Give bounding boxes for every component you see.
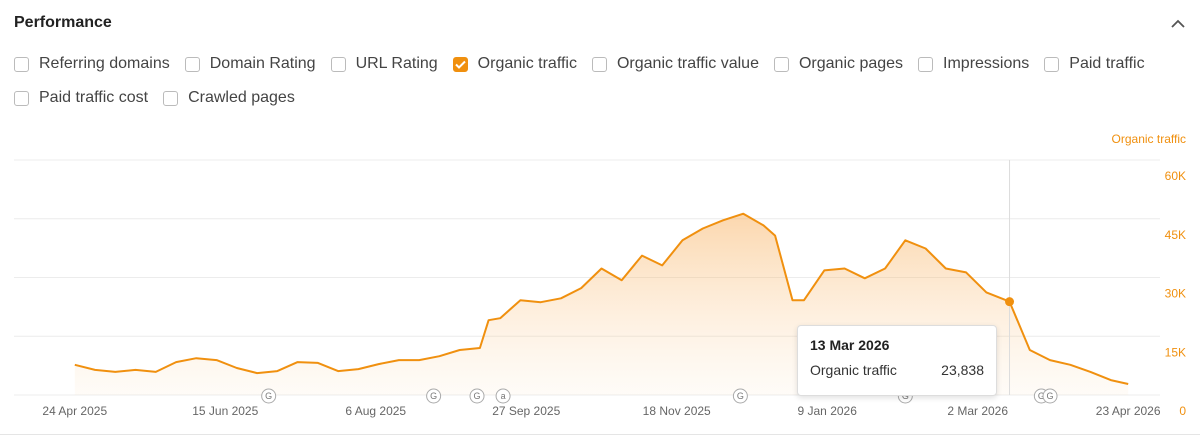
y-tick-label: 45K [1165,228,1186,242]
checkbox-box[interactable] [591,56,607,72]
x-tick-label: 9 Jan 2026 [798,404,858,418]
x-tick-label: 27 Sep 2025 [492,404,560,418]
tooltip-value: 23,838 [941,362,984,378]
checkbox-label: Organic traffic [477,55,577,72]
event-marker [261,388,277,404]
checkbox[interactable]: Organic pages [773,53,904,75]
event-label: G [737,391,744,401]
y-tick-label: 15K [1165,345,1186,359]
event-marker [426,388,442,404]
event-label: G [265,391,272,401]
metric-checkboxes: Referring domains Domain Rating URL Rating… [14,53,1194,109]
checkbox-label: Domain Rating [209,55,316,72]
event-marker [469,388,485,404]
x-tick-label: 18 Nov 2025 [643,404,711,418]
checkbox-box[interactable] [773,56,789,72]
y-tick-label: 0 [1179,404,1186,418]
collapse-button[interactable] [1168,16,1188,32]
checkbox-box[interactable] [14,56,29,72]
checkmark [454,60,466,69]
divider [0,434,1200,435]
checkbox-box[interactable] [184,56,200,72]
event-marker [1042,388,1058,404]
legend-label: Organic traffic [1112,132,1186,146]
x-tick-label: 24 Apr 2025 [42,404,107,418]
checkbox-label: Impressions [943,55,1030,72]
panel-title: Performance [14,14,112,31]
checkbox-box[interactable] [452,56,468,72]
hover-point [1005,297,1015,307]
checkbox-label: Paid traffic cost [39,89,149,106]
checkbox[interactable]: Organic traffic [452,53,577,75]
checkbox[interactable]: Crawled pages [163,87,295,109]
checkbox-box[interactable] [918,56,934,72]
x-tick-label: 15 Jun 2025 [192,404,258,418]
checkbox-label: URL Rating [355,55,438,72]
event-marker [495,388,511,404]
event-label: G [430,391,437,401]
line [74,212,1129,385]
x-tick-label: 23 Apr 2026 [1096,404,1161,418]
checkbox[interactable]: Paid traffic cost [14,87,148,109]
event-marker [732,388,748,404]
tooltip: 13 Mar 2026 Organic traffic 23,838 [797,325,997,396]
checkbox-box[interactable] [14,90,29,106]
event-label: G [1047,391,1054,401]
checkbox[interactable]: URL Rating [330,53,438,75]
checkbox-box[interactable] [330,56,346,72]
checkbox[interactable]: Impressions [918,53,1029,75]
checkbox-box[interactable] [1044,56,1060,72]
checkbox-label: Referring domains [39,55,170,72]
event-label: G [474,391,481,401]
y-tick-label: 30K [1165,287,1186,301]
checkbox-label: Organic traffic value [616,55,759,72]
checkbox-box[interactable] [163,90,179,106]
event-label: a [501,391,506,401]
checkbox[interactable]: Paid traffic [1044,53,1145,75]
checkbox[interactable]: Organic traffic value [591,53,759,75]
tooltip-date: 13 Mar 2026 [810,337,890,353]
checkbox-label: Paid traffic [1069,55,1145,72]
checkbox-label: Crawled pages [188,89,295,106]
y-tick-label: 60K [1165,169,1186,183]
checkbox[interactable]: Referring domains [14,53,170,75]
tooltip-series: Organic traffic [810,362,897,378]
event-label: G [1038,391,1045,401]
checkbox[interactable]: Domain Rating [184,53,316,75]
x-tick-label: 6 Aug 2025 [345,404,406,418]
checkbox-label: Organic pages [798,55,904,72]
x-tick-label: 2 Mar 2026 [947,404,1008,418]
